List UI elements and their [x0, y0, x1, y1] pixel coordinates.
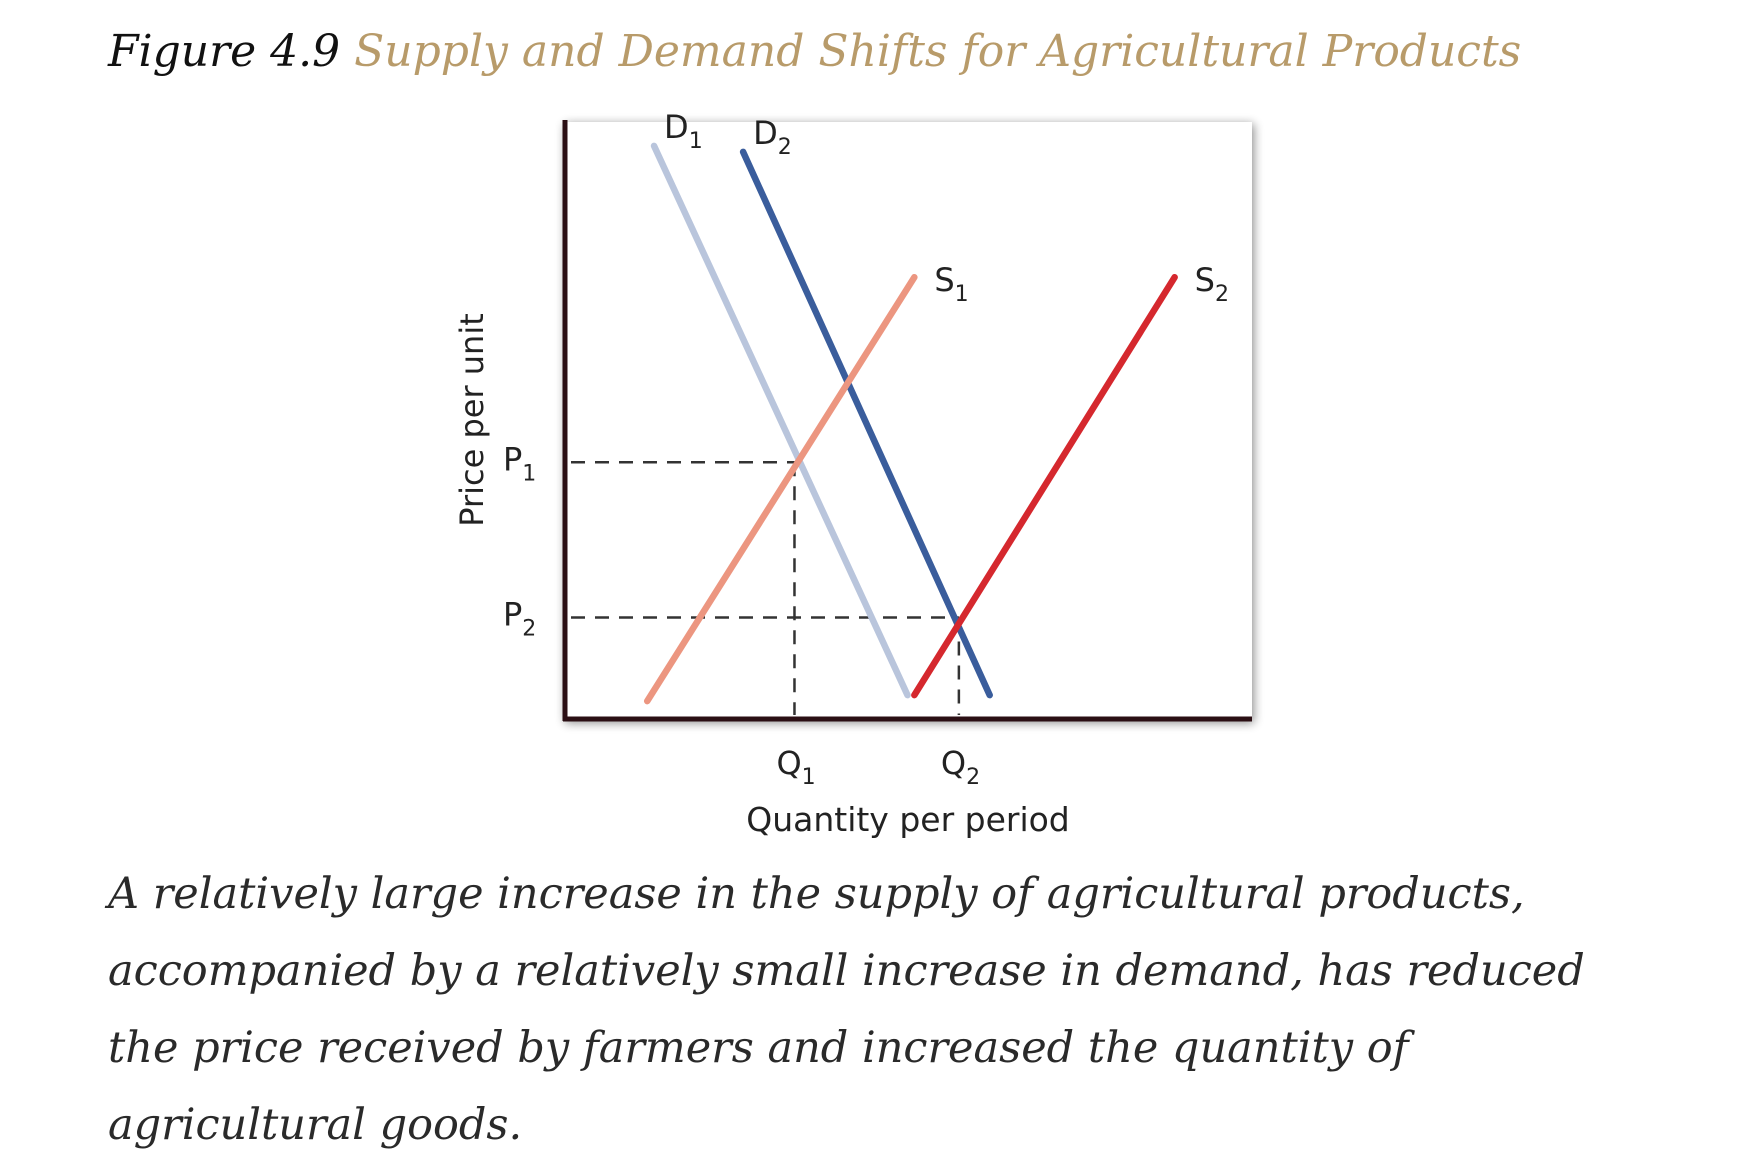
guide-lines — [571, 461, 961, 715]
axes — [562, 120, 1252, 722]
price-label-2-subscript: 2 — [522, 617, 536, 642]
curve-s1 — [643, 273, 918, 705]
curve-label-d2: D2 — [753, 114, 792, 160]
quantity-label-2: Q2 — [941, 744, 980, 790]
curve-label-s1-subscript: 1 — [955, 282, 969, 307]
plot-background — [563, 122, 1252, 721]
curve-label-d2-letter: D — [753, 114, 778, 152]
curve-label-d1: D1 — [664, 108, 703, 154]
figure-number: Figure 4.9 — [108, 26, 341, 77]
figure-title: Supply and Demand Shifts for Agricultura… — [354, 26, 1522, 77]
price-label-1: P1 — [503, 440, 536, 486]
curve-label-s2-letter: S — [1195, 261, 1215, 299]
curve-label-s2: S2 — [1195, 261, 1229, 307]
y-axis-label: Price per unit — [453, 313, 491, 527]
curve-label-s1-letter: S — [934, 261, 954, 299]
curve-label-d1-letter: D — [664, 108, 689, 146]
price-label-2: P2 — [503, 596, 536, 642]
figure-caption: A relatively large increase in the suppl… — [108, 869, 1585, 1150]
curve-label-d1-subscript: 1 — [689, 129, 703, 154]
curve-s2 — [911, 273, 1178, 699]
price-label-1-letter: P — [503, 440, 522, 478]
curve-label-s1: S1 — [934, 261, 968, 307]
curve-d2 — [739, 148, 993, 699]
curves — [643, 142, 1178, 705]
x-axis-label: Quantity per period — [746, 800, 1070, 839]
price-label-1-subscript: 1 — [522, 461, 536, 486]
figure-heading: Figure 4.9 Supply and Demand Shifts for … — [108, 22, 1521, 82]
quantity-label-1-letter: Q — [776, 744, 801, 782]
quantity-label-1: Q1 — [776, 744, 815, 790]
quantity-label-2-letter: Q — [941, 744, 966, 782]
quantity-label-2-subscript: 2 — [966, 765, 980, 790]
curve-label-d2-subscript: 2 — [778, 135, 792, 160]
quantity-label-1-subscript: 1 — [802, 765, 816, 790]
curve-d1 — [650, 142, 911, 699]
price-label-2-letter: P — [503, 596, 522, 634]
curve-label-s2-subscript: 2 — [1215, 282, 1229, 307]
chart-container: P1 Q1 P2 Q2 D1 D2 S1 S2 Price per unit Quantity… — [453, 108, 1252, 839]
